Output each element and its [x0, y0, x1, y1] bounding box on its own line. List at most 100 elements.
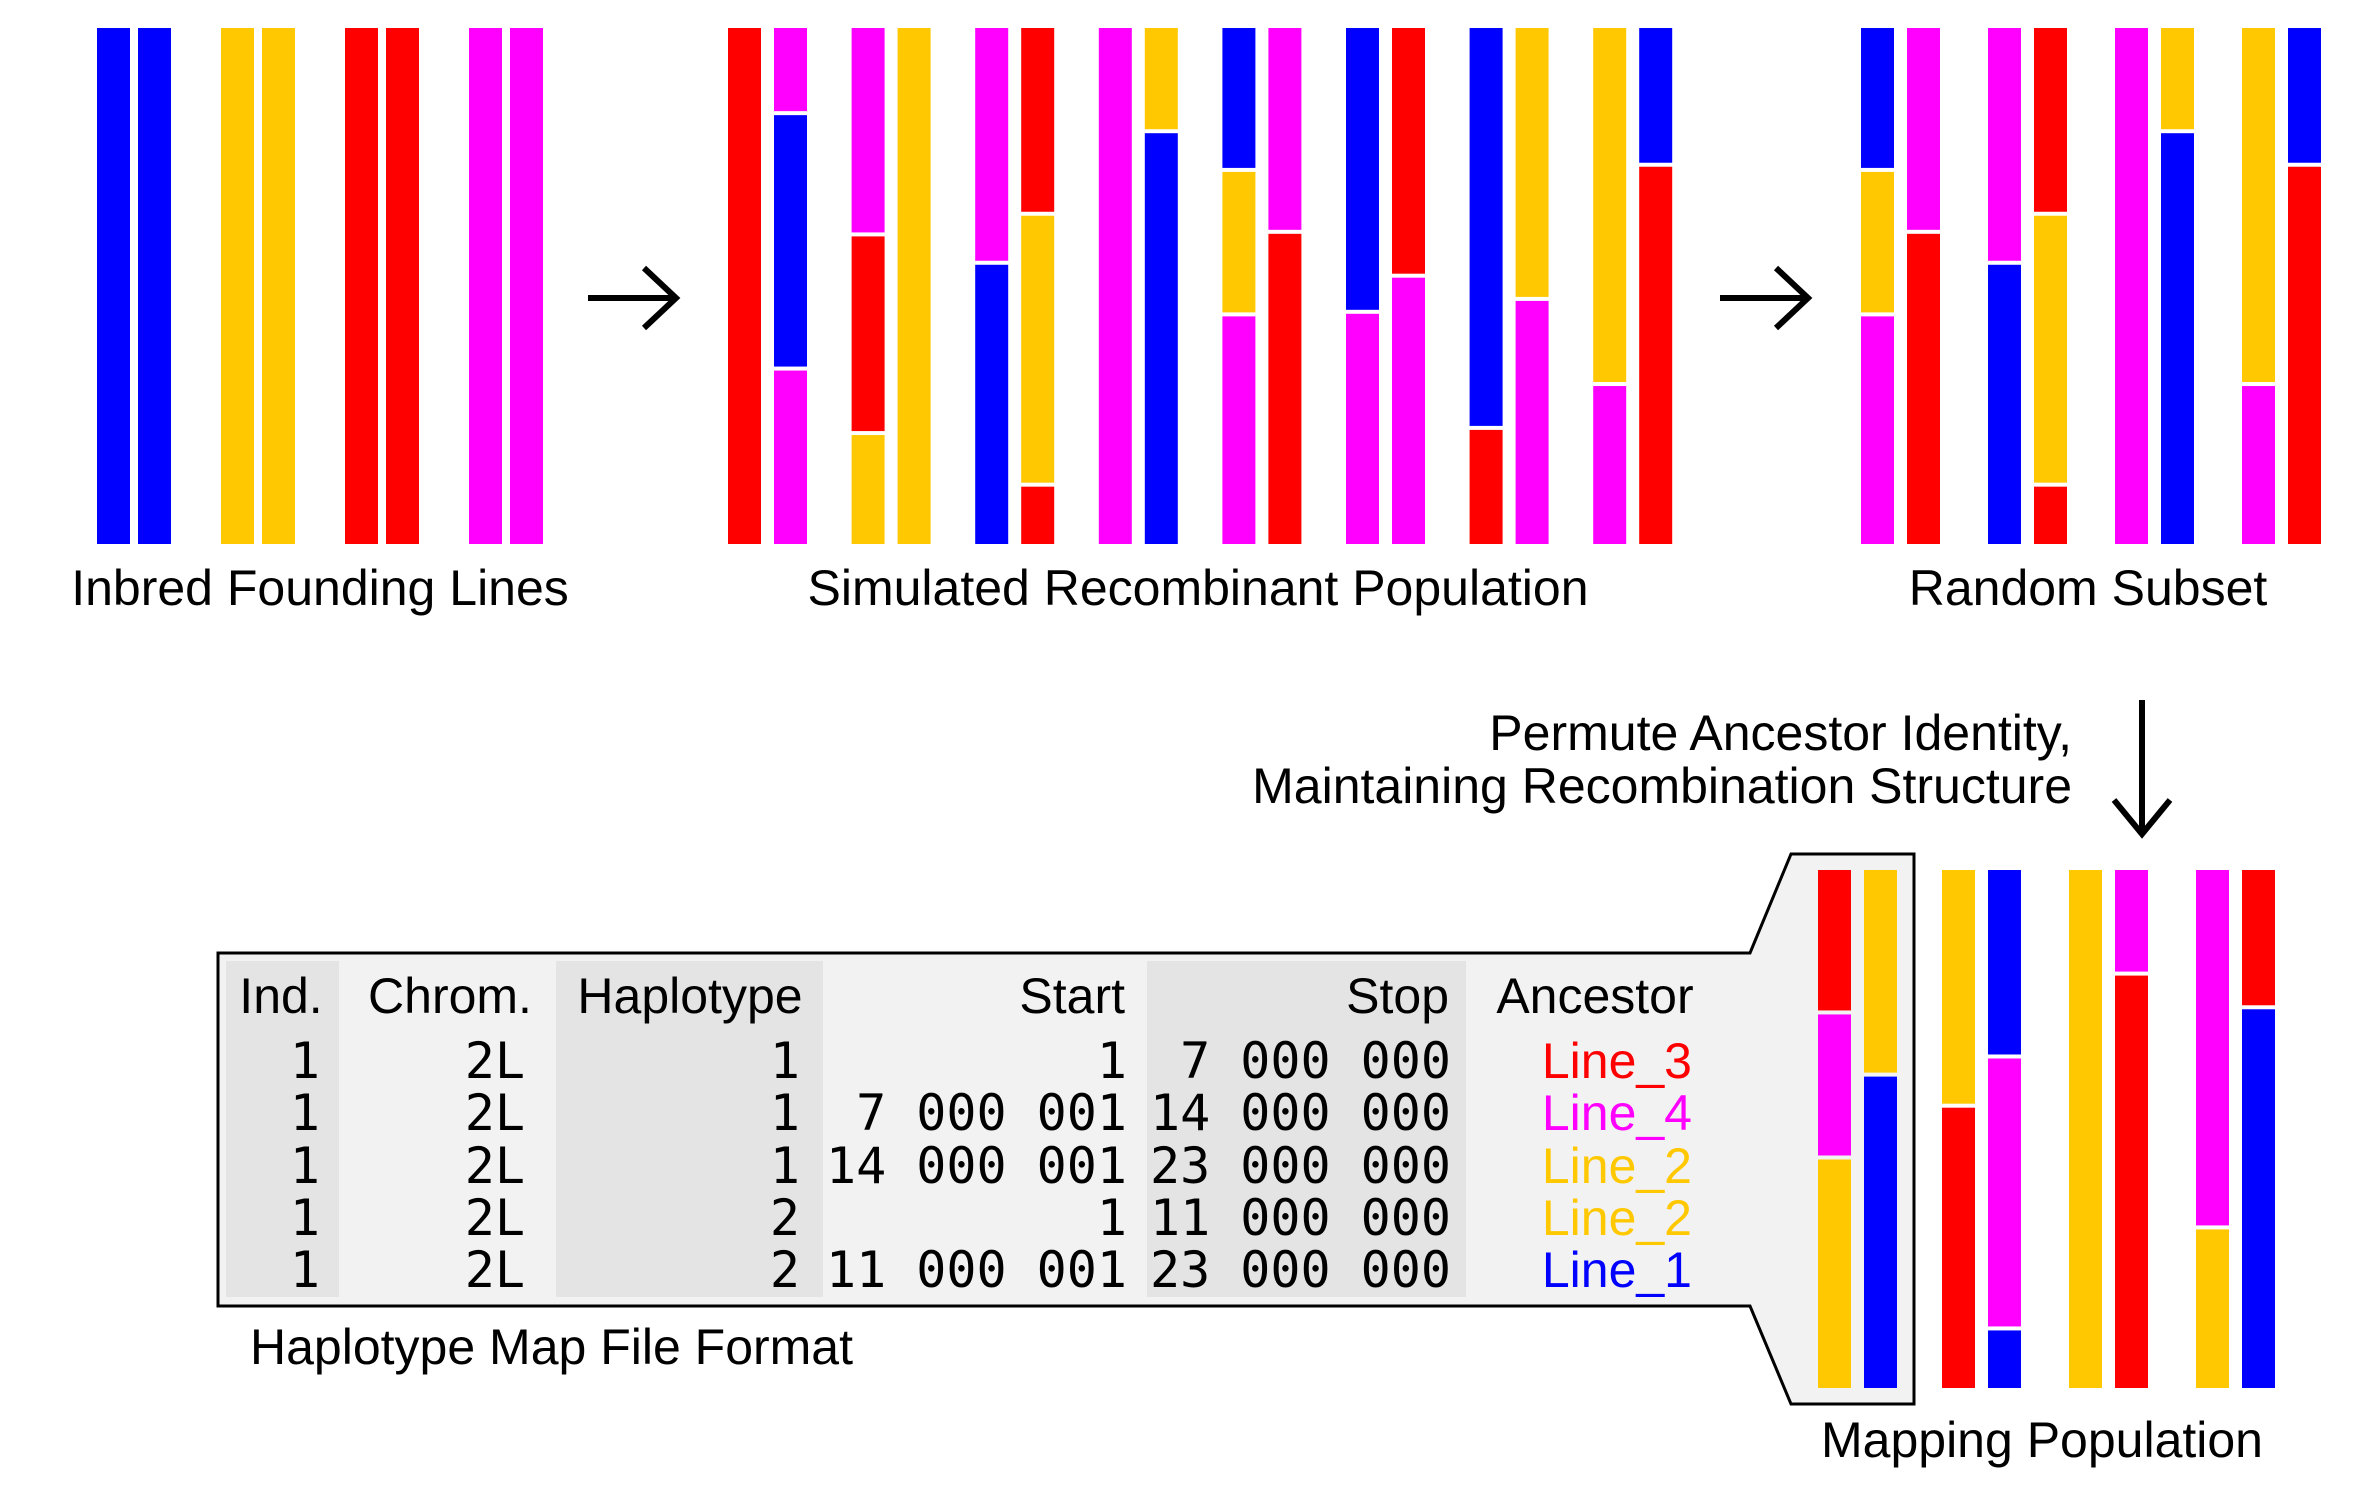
haplotype-segment [221, 28, 254, 544]
chromosome [510, 28, 543, 544]
haplotype-segment [975, 264, 1009, 544]
chromosome [1988, 28, 2021, 544]
haplotype-segment [1942, 1107, 1975, 1388]
subset-individual [2242, 28, 2321, 545]
chromosome [1907, 28, 1940, 544]
table-cell-stop: 23 000 000 [1150, 1241, 1451, 1299]
haplotype-segment [2242, 386, 2275, 544]
chromosome [1515, 28, 1549, 544]
haplotype-segment [851, 28, 885, 233]
permute-label-line-2: Maintaining Recombination Structure [1252, 758, 2072, 814]
haplotype-segment [774, 370, 807, 544]
haplotype-segment [1988, 28, 2021, 261]
chromosome [2242, 870, 2275, 1388]
founding-lines-label: Inbred Founding Lines [71, 560, 569, 616]
mapping-individual [1818, 870, 1897, 1388]
table-body: 1 2L 1 1 7 000 000 Line_31 2L 1 7 000 001 14 000 … [290, 1032, 1692, 1299]
chromosome [97, 28, 130, 544]
header-ancestor: Ancestor [1496, 968, 1693, 1024]
table-cell-ancestor: Line_2 [1542, 1190, 1692, 1246]
haplotype-segment [2161, 28, 2194, 130]
arrow-down-icon [2111, 700, 2173, 839]
table-cell-stop: 14 000 000 [1150, 1084, 1451, 1142]
haplotype-segment [138, 28, 171, 544]
random-subset-label: Random Subset [1909, 560, 2268, 616]
haplotype-segment [1639, 166, 1673, 545]
haplotype-segment [2196, 870, 2229, 1226]
haplotype-segment [510, 28, 543, 544]
chromosome [1593, 28, 1627, 544]
header-stop: Stop [1346, 968, 1449, 1024]
table-cell-haplotype: 2 [770, 1241, 800, 1299]
header-chrom: Chrom. [368, 968, 532, 1024]
table-cell-chrom: 2L [465, 1084, 525, 1142]
random-subset-group [1861, 28, 2321, 545]
haplotype-segment [1861, 316, 1894, 544]
chromosome [1268, 28, 1302, 544]
header-ind: Ind. [239, 968, 322, 1024]
haplotype-segment [1988, 1330, 2021, 1388]
haplotype-segment [2161, 133, 2194, 544]
header-start: Start [1019, 968, 1125, 1024]
haplotype-segment [2034, 28, 2067, 212]
founder-individual [221, 28, 295, 544]
table-row: 1 2L 1 1 7 000 000 Line_3 [290, 1032, 1692, 1090]
table-cell-stop: 7 000 000 [1180, 1032, 1451, 1090]
haplotype-segment [469, 28, 502, 544]
table-cell-start: 1 [1097, 1032, 1127, 1090]
chromosome [469, 28, 502, 544]
chromosome [774, 28, 807, 544]
header-haplotype: Haplotype [577, 968, 802, 1024]
haplotype-segment [1469, 429, 1503, 544]
haplotype-segment [1818, 1159, 1851, 1388]
haplotype-segment [1392, 277, 1425, 544]
haplotype-segment [1907, 233, 1940, 544]
haplotype-segment [1021, 215, 1055, 483]
table-row: 1 2L 1 14 000 001 23 000 000 Line_2 [290, 1137, 1692, 1195]
chromosome [1346, 28, 1379, 544]
chromosome [897, 28, 931, 544]
haplotype-segment [728, 28, 761, 544]
haplotype-segment [1222, 171, 1256, 313]
recombinant-individual [1222, 28, 1302, 544]
subset-individual [1861, 28, 1940, 544]
table-column-stripe [1147, 961, 1466, 1297]
table-cell-start: 11 000 001 [826, 1241, 1127, 1299]
haplotype-segment [1021, 28, 1055, 212]
table-cell-ancestor: Line_2 [1542, 1138, 1692, 1194]
chromosome [728, 28, 761, 544]
table-cell-stop: 11 000 000 [1150, 1189, 1451, 1247]
haplotype-segment [2242, 28, 2275, 383]
table-row: 1 2L 2 11 000 001 23 000 000 Line_1 [290, 1241, 1692, 1299]
chromosome [1222, 28, 1256, 544]
chromosome [975, 28, 1009, 544]
table-cell-haplotype: 2 [770, 1189, 800, 1247]
table-cell-chrom: 2L [465, 1241, 525, 1299]
arrow-right-icon [588, 265, 681, 331]
haplotype-segment [1861, 28, 1894, 168]
chromosome [851, 28, 885, 544]
haplotype-segment [2115, 28, 2148, 544]
recombinant-individual [728, 28, 807, 544]
haplotype-segment [262, 28, 295, 544]
haplotype-segment [2034, 215, 2067, 483]
chromosome [1942, 870, 1975, 1388]
haplotype-segment [2288, 166, 2321, 545]
haplotype-segment [1469, 28, 1503, 426]
table-row: 1 2L 1 7 000 001 14 000 000 Line_4 [290, 1084, 1692, 1142]
founder-individual [97, 28, 171, 544]
haplotype-segment [851, 435, 885, 544]
table-cell-start: 7 000 001 [856, 1084, 1127, 1142]
haplotype-segment [1864, 870, 1897, 1073]
file-format-label: Haplotype Map File Format [250, 1319, 853, 1375]
table-column-stripes [226, 961, 1466, 1297]
haplotype-segment [2288, 28, 2321, 163]
haplotype-segment [975, 28, 1009, 261]
haplotype-segment [1222, 316, 1256, 544]
chromosome [2288, 28, 2321, 545]
chromosome [2115, 870, 2148, 1388]
table-cell-ind: 1 [290, 1137, 320, 1195]
haplotype-segment [1144, 133, 1178, 544]
chromosome [1639, 28, 1673, 545]
